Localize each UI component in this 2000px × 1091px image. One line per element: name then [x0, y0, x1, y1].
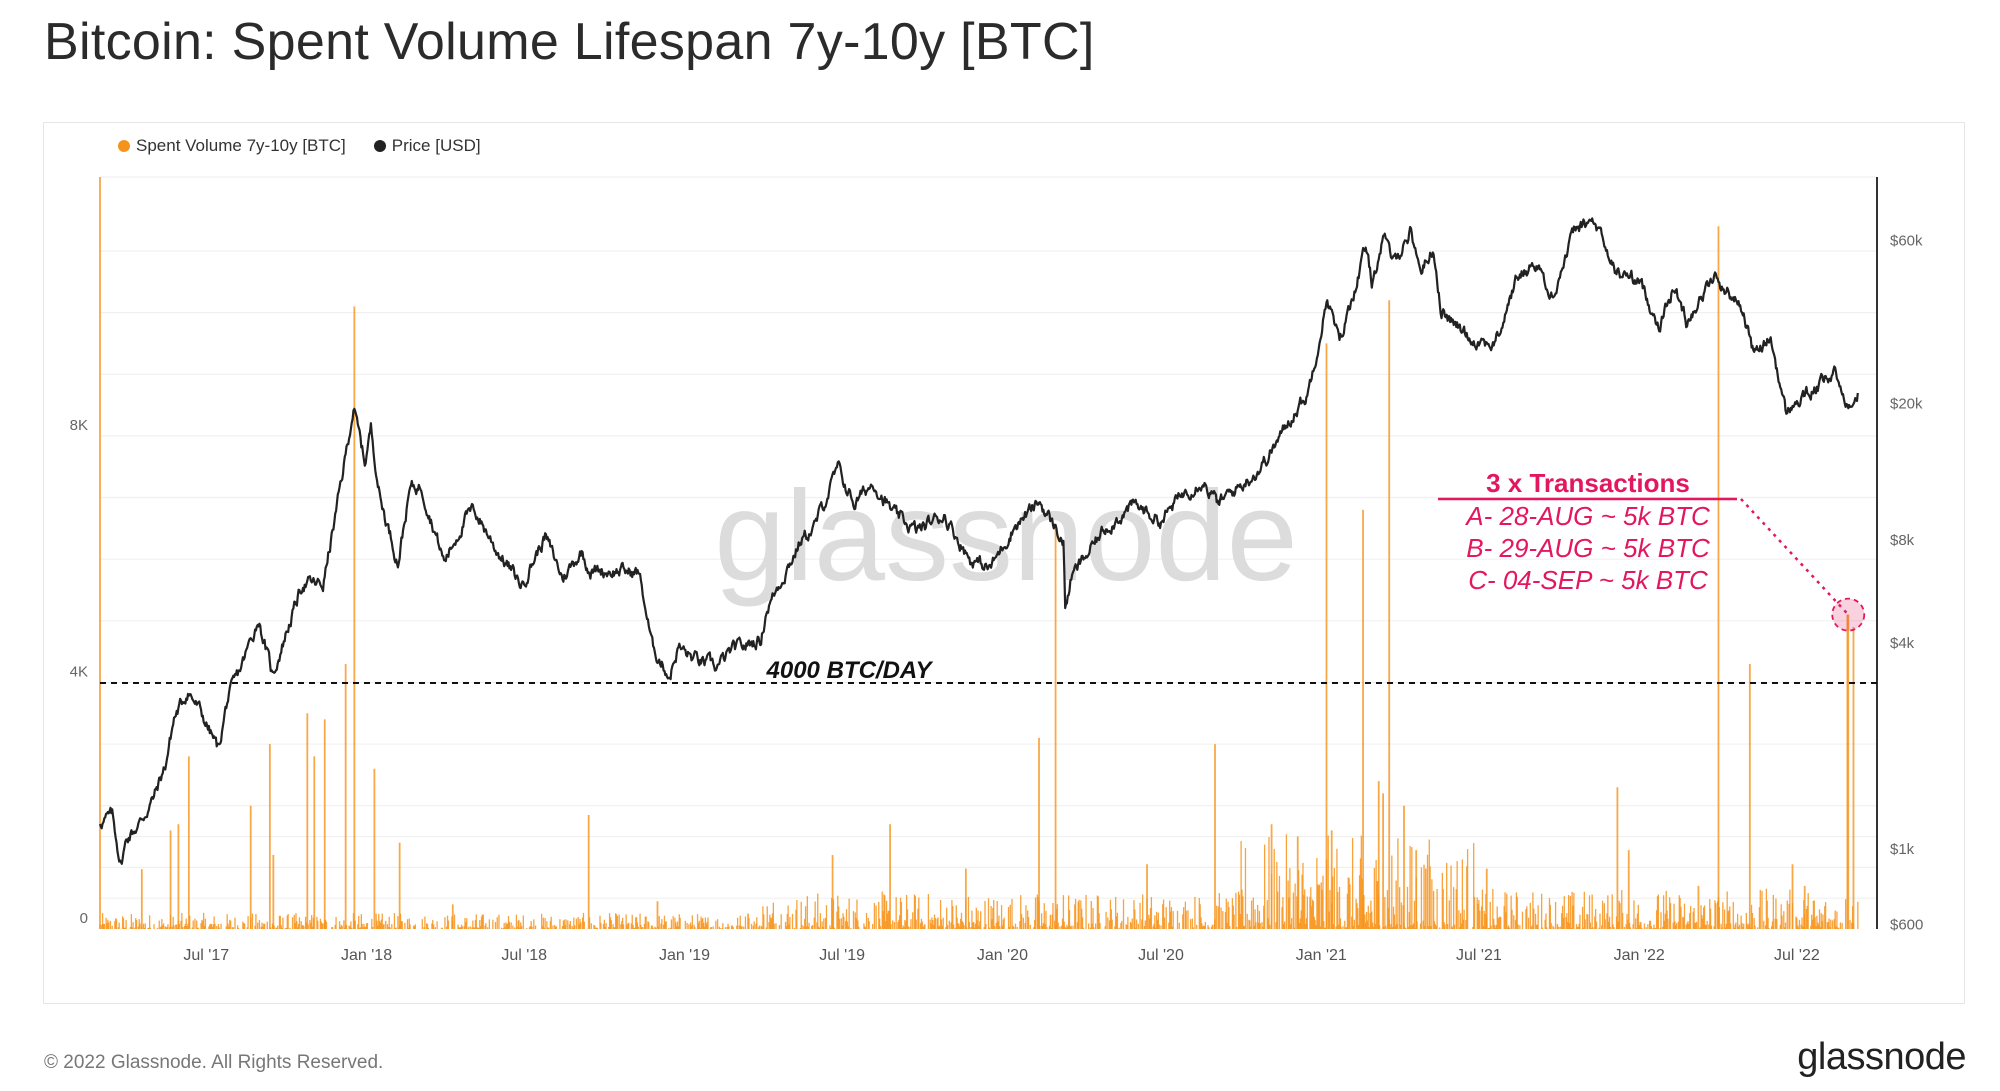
x-axis-tick-label: Jan '21 [1296, 947, 1347, 964]
chart-container [43, 122, 1965, 1004]
x-axis-tick-label: Jan '22 [1614, 947, 1665, 964]
copyright-text: © 2022 Glassnode. All Rights Reserved. [44, 1052, 384, 1073]
x-axis-tick-label: Jan '19 [659, 947, 710, 964]
legend-label-price: Price [USD] [391, 136, 481, 155]
glassnode-logo[interactable]: glassnode [1797, 1036, 1966, 1078]
price-line [98, 217, 1859, 865]
right-axis-tick-label: $4k [1890, 635, 1915, 652]
x-axis-tick-label: Jul '20 [1138, 947, 1184, 964]
x-axis-tick-label: Jul '17 [183, 947, 229, 964]
legend-dot-orange-icon [118, 140, 130, 152]
x-axis-tick-label: Jul '21 [1456, 947, 1502, 964]
left-axis-tick-label: 0 [80, 910, 88, 927]
legend-item-price[interactable]: Price [USD] [373, 136, 481, 156]
annotation-line: C- 04-SEP ~ 5k BTC [1468, 565, 1708, 595]
x-axis-tick-label: Jan '20 [977, 947, 1028, 964]
watermark: glassnode [714, 465, 1298, 608]
x-axis-tick-label: Jul '18 [501, 947, 547, 964]
right-axis-tick-label: $600 [1890, 917, 1923, 934]
chart-legend: Spent Volume 7y-10y [BTC] Price [USD] [118, 136, 481, 156]
legend-label-volume: Spent Volume 7y-10y [BTC] [136, 136, 346, 155]
annotation-title: 3 x Transactions [1486, 468, 1690, 498]
page-title: Bitcoin: Spent Volume Lifespan 7y-10y [B… [44, 13, 1095, 71]
x-axis-tick-label: Jan '18 [341, 947, 392, 964]
annotation-line: B- 29-AUG ~ 5k BTC [1466, 533, 1710, 563]
annotation-line: A- 28-AUG ~ 5k BTC [1464, 501, 1710, 531]
right-axis-tick-label: $60k [1890, 233, 1923, 250]
annotation-highlight-circle [1831, 597, 1866, 632]
right-axis-tick-label: $8k [1890, 532, 1915, 549]
left-axis-tick-label: 8K [70, 417, 88, 434]
legend-dot-black-icon [373, 140, 386, 152]
x-axis-tick-label: Jul '19 [819, 947, 865, 964]
x-axis-tick-label: Jul '22 [1774, 947, 1820, 964]
left-axis-tick-label: 4K [70, 663, 88, 680]
legend-item-volume[interactable]: Spent Volume 7y-10y [BTC] [118, 136, 346, 156]
right-axis-tick-label: $1k [1890, 841, 1915, 858]
annotation-pointer [1740, 498, 1850, 616]
reference-line-label: 4000 BTC/DAY [766, 657, 934, 684]
right-axis-tick-label: $20k [1890, 396, 1923, 413]
